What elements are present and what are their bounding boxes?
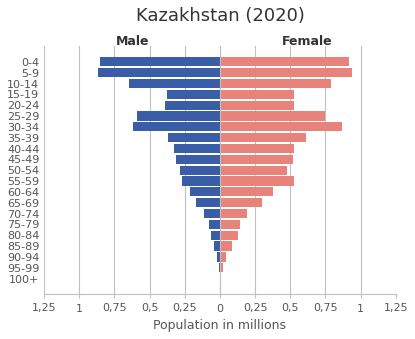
Bar xyxy=(196,198,220,207)
Bar xyxy=(220,79,331,88)
Bar xyxy=(98,68,220,77)
Bar xyxy=(220,209,247,218)
Bar xyxy=(165,101,220,110)
Bar xyxy=(220,252,226,261)
Bar xyxy=(190,187,220,197)
Bar xyxy=(209,220,220,229)
Bar xyxy=(166,90,220,99)
Bar xyxy=(129,79,220,88)
Bar xyxy=(211,231,220,240)
Bar xyxy=(220,155,293,164)
Bar xyxy=(176,155,220,164)
Bar xyxy=(220,133,306,142)
Bar xyxy=(220,112,325,121)
Bar xyxy=(137,112,220,121)
Text: Female: Female xyxy=(282,35,332,48)
Bar xyxy=(220,241,232,251)
Bar xyxy=(220,144,295,153)
Bar xyxy=(220,101,295,110)
Bar xyxy=(220,187,273,197)
Bar xyxy=(220,263,223,272)
Bar xyxy=(220,220,240,229)
Bar xyxy=(219,263,220,272)
Bar xyxy=(220,231,238,240)
Text: Male: Male xyxy=(116,35,149,48)
Bar xyxy=(220,90,295,99)
Bar xyxy=(168,133,220,142)
Bar xyxy=(220,198,262,207)
Bar xyxy=(220,57,349,66)
Bar xyxy=(220,274,221,283)
Bar xyxy=(133,122,220,132)
Bar xyxy=(100,57,220,66)
Title: Kazakhstan (2020): Kazakhstan (2020) xyxy=(136,7,304,25)
Bar xyxy=(220,122,342,132)
Bar xyxy=(182,176,220,186)
Bar xyxy=(180,166,220,175)
Bar xyxy=(204,209,220,218)
Bar xyxy=(217,252,220,261)
Bar xyxy=(173,144,220,153)
Bar xyxy=(220,166,288,175)
Bar xyxy=(220,176,295,186)
Bar xyxy=(214,241,220,251)
Bar xyxy=(220,68,352,77)
X-axis label: Population in millions: Population in millions xyxy=(154,319,286,332)
